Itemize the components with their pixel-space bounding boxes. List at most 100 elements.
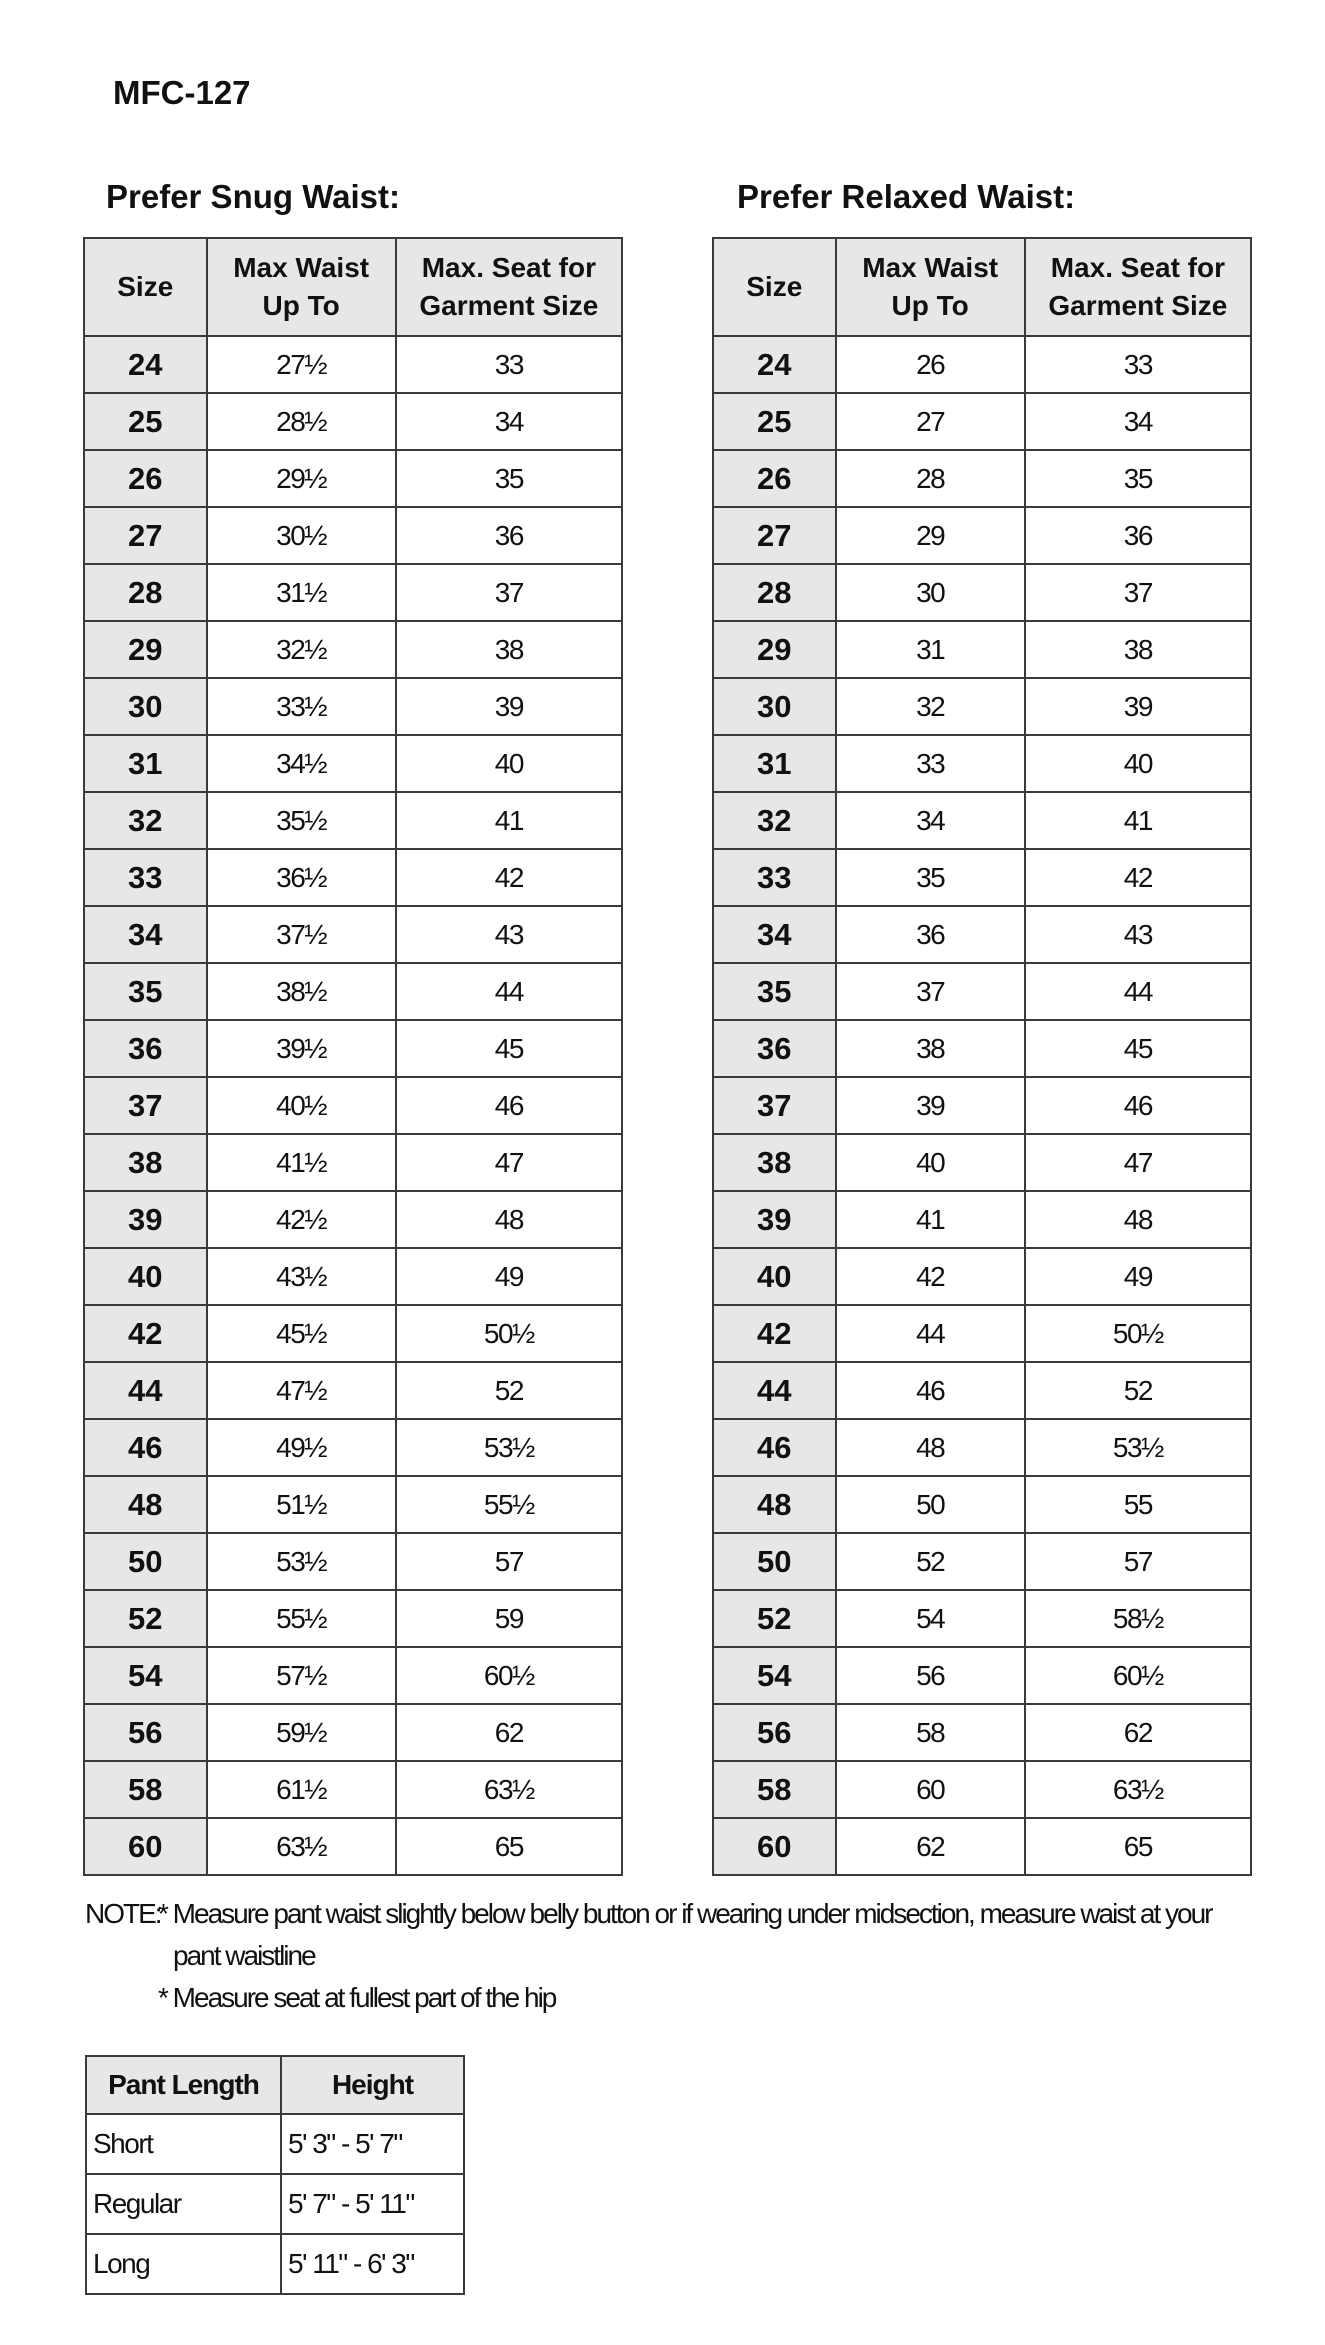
- size-cell: 32: [83, 791, 208, 850]
- max-waist-cell: 56: [834, 1646, 1026, 1705]
- size-cell: 46: [83, 1418, 208, 1477]
- max-seat-cell: 36: [394, 506, 624, 565]
- max-waist-cell: 61½: [205, 1760, 397, 1819]
- table-row: 34 37½ 43: [83, 905, 624, 964]
- pant-length-cell: Short: [85, 2113, 282, 2175]
- table-row: 44 47½ 52: [83, 1361, 624, 1420]
- table-row: 34 36 43: [712, 905, 1253, 964]
- max-seat-cell: 53½: [1023, 1418, 1253, 1477]
- table-row: 42 44 50½: [712, 1304, 1253, 1363]
- max-seat-cell: 34: [394, 392, 624, 451]
- table-row: 48 51½ 55½: [83, 1475, 624, 1534]
- max-seat-cell: 41: [394, 791, 624, 850]
- max-waist-cell: 52: [834, 1532, 1026, 1591]
- table-row: 35 38½ 44: [83, 962, 624, 1021]
- size-cell: 39: [712, 1190, 837, 1249]
- table-row: 52 54 58½: [712, 1589, 1253, 1648]
- snug-waist-table: Size Max Waist Up To Max. Seat for Garme…: [83, 237, 624, 1876]
- height-cell: 5' 3" - 5' 7": [280, 2113, 465, 2175]
- size-cell: 28: [83, 563, 208, 622]
- size-cell: 39: [83, 1190, 208, 1249]
- height-cell: 5' 7" - 5' 11": [280, 2173, 465, 2235]
- table-row: 56 59½ 62: [83, 1703, 624, 1762]
- pant-length-table: Pant Length Height Short 5' 3" - 5' 7" Reg…: [85, 2055, 465, 2295]
- max-seat-cell: 49: [394, 1247, 624, 1306]
- max-seat-cell: 41: [1023, 791, 1253, 850]
- max-waist-cell: 29: [834, 506, 1026, 565]
- table-row: 37 40½ 46: [83, 1076, 624, 1135]
- table-row: 44 46 52: [712, 1361, 1253, 1420]
- table-row: Regular 5' 7" - 5' 11": [85, 2173, 465, 2235]
- size-cell: 46: [712, 1418, 837, 1477]
- table-row: 32 34 41: [712, 791, 1253, 850]
- header-height: Height: [280, 2055, 465, 2115]
- table-row: 40 42 49: [712, 1247, 1253, 1306]
- max-waist-cell: 57½: [205, 1646, 397, 1705]
- max-seat-cell: 52: [394, 1361, 624, 1420]
- size-cell: 24: [712, 335, 837, 394]
- max-waist-cell: 35: [834, 848, 1026, 907]
- max-seat-cell: 55: [1023, 1475, 1253, 1534]
- size-cell: 25: [83, 392, 208, 451]
- max-waist-cell: 50: [834, 1475, 1026, 1534]
- max-waist-cell: 38: [834, 1019, 1026, 1078]
- table-row: 31 34½ 40: [83, 734, 624, 793]
- size-cell: 31: [83, 734, 208, 793]
- max-seat-cell: 37: [394, 563, 624, 622]
- size-cell: 38: [83, 1133, 208, 1192]
- size-cell: 27: [83, 506, 208, 565]
- note-line: * Measure pant waist slightly below bell…: [158, 1898, 1213, 1929]
- size-cell: 48: [712, 1475, 837, 1534]
- note-label: NOTE:: [85, 1898, 163, 1929]
- max-seat-cell: 43: [1023, 905, 1253, 964]
- table-row: 56 58 62: [712, 1703, 1253, 1762]
- table-row: 36 39½ 45: [83, 1019, 624, 1078]
- size-cell: 31: [712, 734, 837, 793]
- max-seat-cell: 43: [394, 905, 624, 964]
- size-cell: 34: [712, 905, 837, 964]
- max-waist-cell: 33½: [205, 677, 397, 736]
- max-waist-cell: 39½: [205, 1019, 397, 1078]
- table-row: 26 29½ 35: [83, 449, 624, 508]
- size-cell: 40: [83, 1247, 208, 1306]
- size-cell: 52: [712, 1589, 837, 1648]
- table-row: 46 48 53½: [712, 1418, 1253, 1477]
- max-seat-cell: 38: [1023, 620, 1253, 679]
- size-cell: 38: [712, 1133, 837, 1192]
- header-size: Size: [83, 237, 208, 337]
- max-waist-cell: 54: [834, 1589, 1026, 1648]
- size-cell: 37: [83, 1076, 208, 1135]
- max-waist-cell: 31½: [205, 563, 397, 622]
- table-row: 46 49½ 53½: [83, 1418, 624, 1477]
- table-row: 30 33½ 39: [83, 677, 624, 736]
- max-waist-cell: 29½: [205, 449, 397, 508]
- max-seat-cell: 46: [394, 1076, 624, 1135]
- max-waist-cell: 34: [834, 791, 1026, 850]
- table-row: 37 39 46: [712, 1076, 1253, 1135]
- max-waist-cell: 39: [834, 1076, 1026, 1135]
- max-waist-cell: 40½: [205, 1076, 397, 1135]
- max-seat-cell: 37: [1023, 563, 1253, 622]
- max-waist-cell: 59½: [205, 1703, 397, 1762]
- table-row: 27 29 36: [712, 506, 1253, 565]
- max-waist-cell: 36: [834, 905, 1026, 964]
- header-max-seat: Max. Seat for Garment Size: [1023, 237, 1253, 337]
- size-cell: 30: [712, 677, 837, 736]
- table-row: 28 31½ 37: [83, 563, 624, 622]
- max-seat-cell: 38: [394, 620, 624, 679]
- size-cell: 33: [712, 848, 837, 907]
- max-waist-cell: 46: [834, 1361, 1026, 1420]
- max-waist-cell: 45½: [205, 1304, 397, 1363]
- max-waist-cell: 43½: [205, 1247, 397, 1306]
- max-seat-cell: 47: [394, 1133, 624, 1192]
- table-row: 36 38 45: [712, 1019, 1253, 1078]
- max-seat-cell: 53½: [394, 1418, 624, 1477]
- size-cell: 40: [712, 1247, 837, 1306]
- max-seat-cell: 60½: [394, 1646, 624, 1705]
- max-waist-cell: 60: [834, 1760, 1026, 1819]
- table-row: 60 62 65: [712, 1817, 1253, 1876]
- table-row: 38 41½ 47: [83, 1133, 624, 1192]
- max-waist-cell: 37: [834, 962, 1026, 1021]
- max-waist-cell: 27½: [205, 335, 397, 394]
- max-waist-cell: 33: [834, 734, 1026, 793]
